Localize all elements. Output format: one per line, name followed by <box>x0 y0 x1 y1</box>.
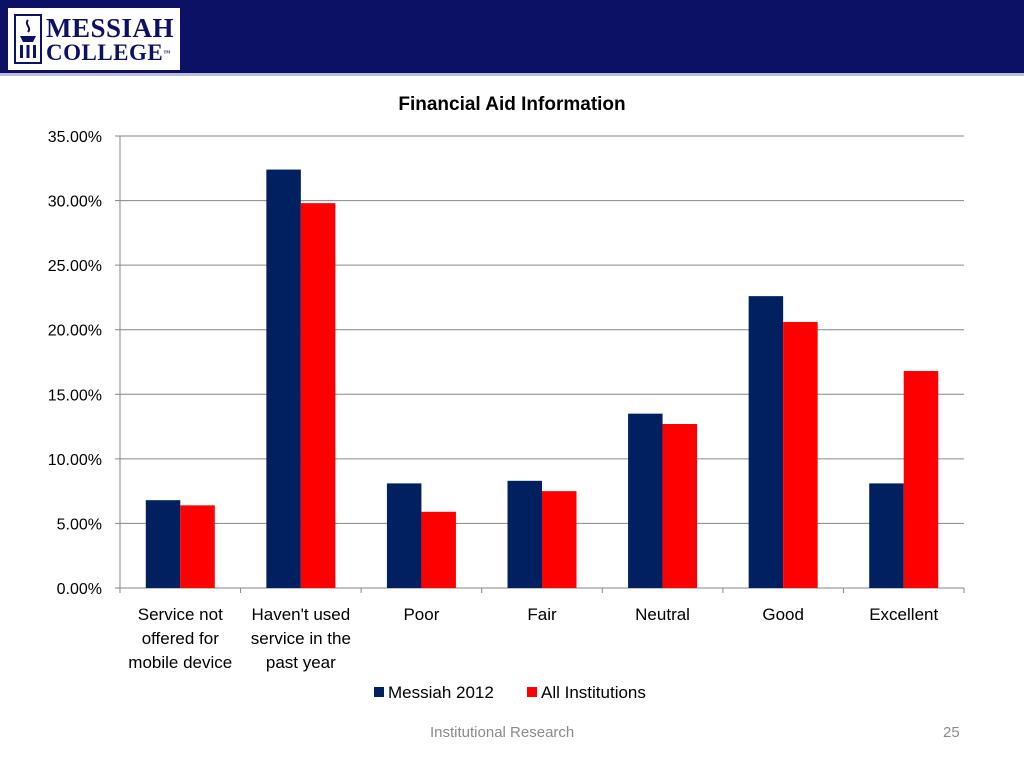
logo-wordmark-line1: MESSIAH <box>46 13 175 43</box>
x-category-label: Service not <box>138 605 223 624</box>
logo-wordmark-line2: COLLEGE™ <box>46 41 170 65</box>
footer-department: Institutional Research <box>430 724 575 741</box>
bar-messiah-2012 <box>507 480 542 588</box>
bar-all-institutions <box>542 491 577 588</box>
x-category-label: Good <box>762 605 804 624</box>
y-tick-label: 30.00% <box>48 194 102 211</box>
x-category-label: Neutral <box>635 605 690 624</box>
x-category-label: past year <box>266 653 336 672</box>
x-category-label: service in the <box>251 629 351 648</box>
bar-all-institutions <box>300 203 336 588</box>
y-tick-label: 20.00% <box>48 323 102 340</box>
bar-all-institutions <box>662 423 698 588</box>
y-tick-label: 0.00% <box>57 581 102 598</box>
legend-swatch <box>527 687 537 697</box>
x-category-label: offered for <box>142 629 220 648</box>
chart-title: Financial Aid Information <box>398 94 625 115</box>
x-category-label: Excellent <box>869 605 938 624</box>
y-tick-label: 35.00% <box>48 129 102 146</box>
y-tick-label: 15.00% <box>48 387 102 404</box>
header-bar: MESSIAH COLLEGE™ <box>0 0 1024 76</box>
legend-swatch <box>374 687 384 697</box>
bar-messiah-2012 <box>748 296 784 588</box>
legend-label: Messiah 2012 <box>388 683 494 702</box>
y-tick-label: 25.00% <box>48 258 102 275</box>
bar-messiah-2012 <box>145 500 181 588</box>
x-category-label: Haven't used <box>252 605 351 624</box>
y-tick-label: 5.00% <box>57 516 102 533</box>
bar-messiah-2012 <box>869 483 904 588</box>
x-category-label: Poor <box>403 605 439 624</box>
logo-wordmark-college: COLLEGE <box>46 40 164 65</box>
messiah-college-logo[interactable]: MESSIAH COLLEGE™ <box>8 8 180 70</box>
bar-all-institutions <box>903 371 939 588</box>
lamp-emblem-icon <box>14 14 42 64</box>
legend-label: All Institutions <box>541 683 646 702</box>
bar-messiah-2012 <box>628 413 663 588</box>
page-number: 25 <box>943 724 960 741</box>
x-category-label: mobile device <box>128 653 232 672</box>
y-tick-label: 10.00% <box>48 452 102 469</box>
bar-all-institutions <box>783 321 818 588</box>
bar-messiah-2012 <box>386 483 422 588</box>
bar-messiah-2012 <box>266 169 301 588</box>
logo-trademark: ™ <box>163 49 171 57</box>
bar-all-institutions <box>180 505 215 588</box>
x-category-label: Fair <box>527 605 557 624</box>
bar-all-institutions <box>421 511 456 588</box>
